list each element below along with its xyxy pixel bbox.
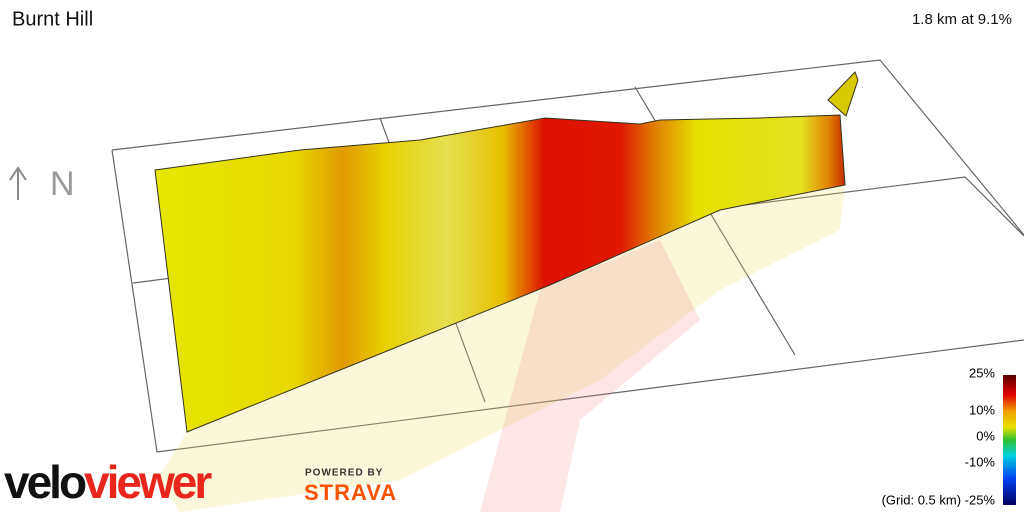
elevation-wall (154, 114, 846, 433)
compass (9, 166, 27, 200)
legend-label: -10% (965, 454, 996, 469)
grid-note: (Grid: 0.5 km) -25% (882, 492, 996, 507)
shadow-red (480, 240, 700, 512)
legend-label: 0% (976, 428, 995, 443)
legend-label: 10% (969, 402, 995, 417)
logo-viewer: viewer (84, 456, 212, 508)
color-scale (1003, 375, 1016, 505)
legend-label: 25% (969, 365, 995, 380)
logo-velo: velo (4, 456, 86, 508)
summit (827, 71, 859, 117)
shadow (157, 185, 845, 512)
stat: 1.8 km at 9.1% (912, 11, 1012, 28)
compass-label: N (50, 165, 75, 203)
strava: STRAVA (304, 480, 397, 505)
powered-by: POWERED BY (305, 468, 383, 479)
title: Burnt Hill (12, 8, 93, 30)
logo: veloviewer (4, 456, 212, 508)
